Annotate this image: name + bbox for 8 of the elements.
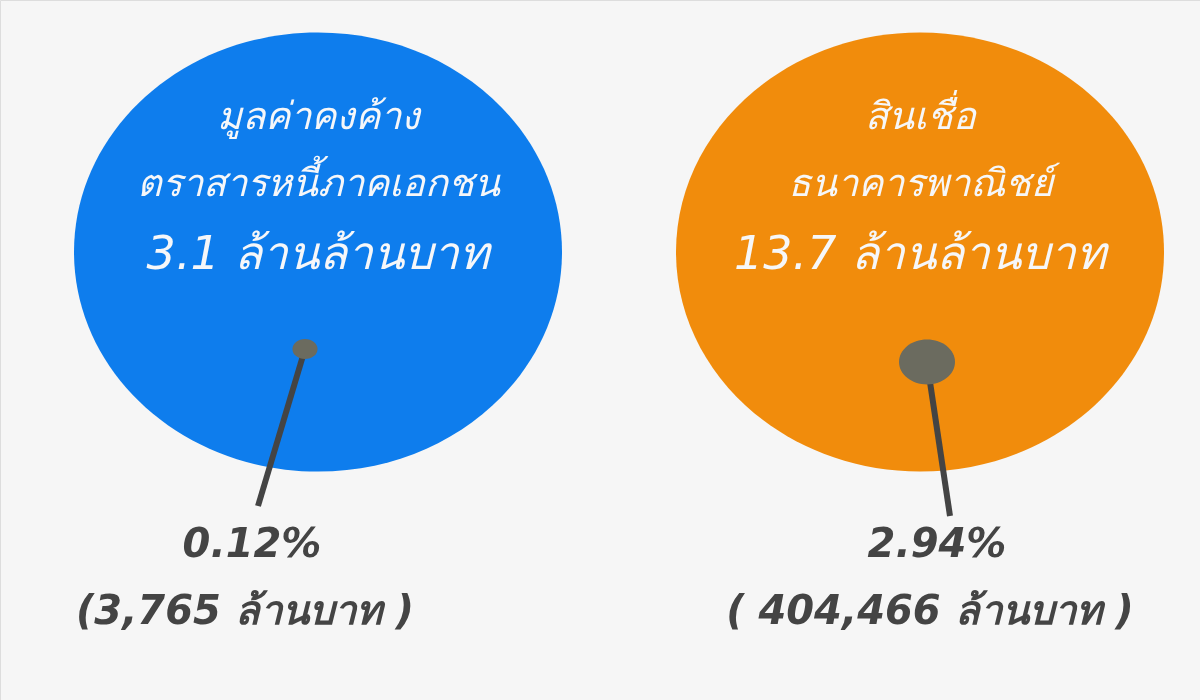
data-label: (3,765 ล้านบาท ) xyxy=(76,587,414,633)
data-label: 3.1 ล้านล้านบาท xyxy=(146,226,494,280)
data-label: 2.94% xyxy=(867,520,1007,566)
category-label: มูลค่าคงค้าง ตราสารหนี้ภาคเอกชน xyxy=(136,94,501,205)
data-label: 0.12% xyxy=(182,520,322,566)
data-label: ( 404,466 ล้านบาท ) xyxy=(726,587,1134,633)
category-label: สินเชื่อ ธนาคารพาณิชย์ xyxy=(787,89,1061,205)
data-label: 13.7 ล้านล้านบาท xyxy=(733,226,1111,280)
